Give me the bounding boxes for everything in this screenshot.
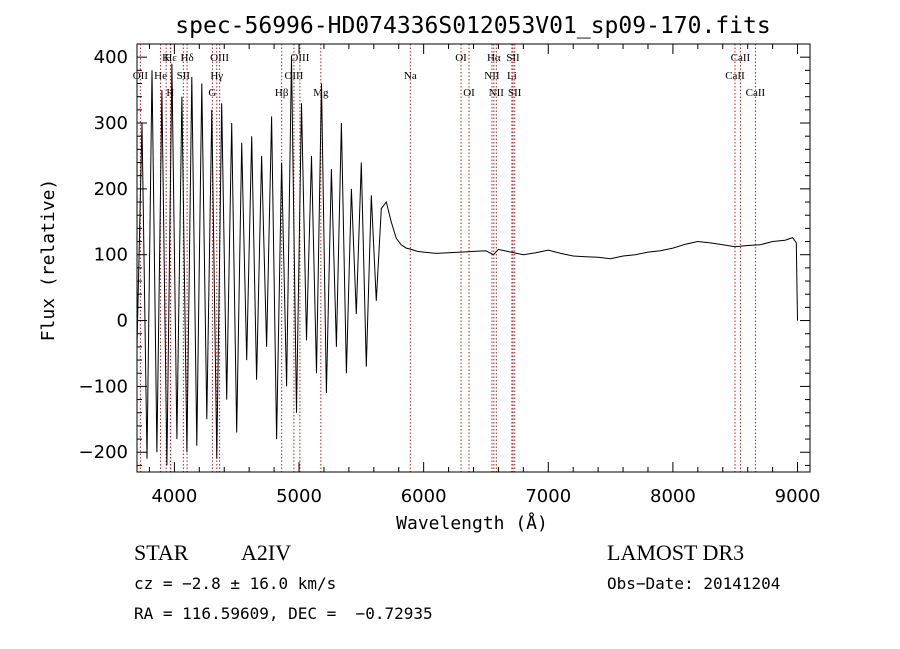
- line-marker-label-25: CaII: [746, 87, 766, 99]
- x-tick-label-5: 9000: [775, 486, 821, 507]
- line-marker-label-15: NII: [484, 70, 500, 82]
- y-tick-label-5: 300: [94, 113, 128, 134]
- x-tick-label-1: 5000: [276, 486, 322, 507]
- line-marker-label-18: H: [166, 87, 174, 99]
- line-marker-label-3: OIII: [210, 52, 229, 64]
- x-tick-label-3: 7000: [525, 486, 571, 507]
- line-marker-label-2: Hδ: [181, 52, 194, 64]
- spectrum-series-0: [136, 57, 798, 466]
- coordinates: RA = 116.59609, DEC = −0.72935: [134, 604, 433, 623]
- y-tick-label-4: 200: [94, 179, 128, 200]
- chart-title: spec-56996-HD074336S012053V01_sp09-170.f…: [175, 13, 770, 39]
- line-marker-label-1: K: [162, 52, 170, 64]
- line-marker-label-19: G: [208, 87, 216, 99]
- line-marker-label-5: OI: [455, 52, 467, 64]
- x-axis-label: Wavelength (Å): [396, 512, 548, 534]
- line-marker-label-8: CaII: [731, 52, 751, 64]
- object-class: STAR: [134, 540, 189, 565]
- redshift-velocity: cz = −2.8 ± 16.0 km/s: [134, 574, 337, 593]
- line-marker-label-16: Li: [507, 70, 517, 82]
- line-marker-label-0: Hε: [164, 52, 177, 64]
- line-marker-label-12: Hγ: [210, 70, 223, 82]
- object-subclass: A2IV: [241, 540, 292, 565]
- x-tick-label-4: 8000: [650, 486, 696, 507]
- x-axis-ticks: 4000 5000 6000 7000 8000 9000: [148, 44, 821, 507]
- line-marker-label-14: Na: [404, 70, 417, 82]
- line-marker-label-10: He: [154, 70, 167, 82]
- y-tick-label-1: −100: [79, 376, 128, 397]
- series-layer: [136, 57, 798, 466]
- spectral-line-markers: [139, 44, 756, 472]
- line-marker-label-17: CaII: [725, 70, 745, 82]
- y-tick-label-3: 100: [94, 245, 128, 266]
- line-marker-label-13: OIII: [284, 70, 303, 82]
- line-marker-label-6: Hα: [487, 52, 501, 64]
- line-marker-label-20: Hβ: [275, 87, 289, 99]
- line-marker-label-23: NII: [489, 87, 505, 99]
- y-tick-label-2: 0: [117, 311, 128, 332]
- x-tick-label-0: 4000: [151, 486, 197, 507]
- y-tick-label-6: 400: [94, 47, 128, 68]
- spectral-line-labels: HεK Hδ OIII OIII OI Hα SII CaII OII He SII Hγ OIII Na…: [133, 52, 766, 99]
- line-marker-label-11: SII: [177, 70, 191, 82]
- x-tick-label-2: 6000: [401, 486, 447, 507]
- line-marker-label-4: OIII: [290, 52, 309, 64]
- line-marker-label-24: SII: [508, 87, 522, 99]
- y-tick-label-0: −200: [79, 442, 128, 463]
- line-marker-label-7: SII: [506, 52, 520, 64]
- line-marker-label-22: OI: [463, 87, 475, 99]
- observation-date: Obs−Date: 20141204: [607, 574, 781, 593]
- line-marker-label-9: OII: [133, 70, 149, 82]
- survey-name: LAMOST DR3: [607, 540, 745, 565]
- y-axis-ticks: −200 −100 0 100 200 300 400: [79, 43, 810, 466]
- y-axis-label: Flux (relative): [38, 179, 59, 342]
- plot-frame: [136, 43, 811, 473]
